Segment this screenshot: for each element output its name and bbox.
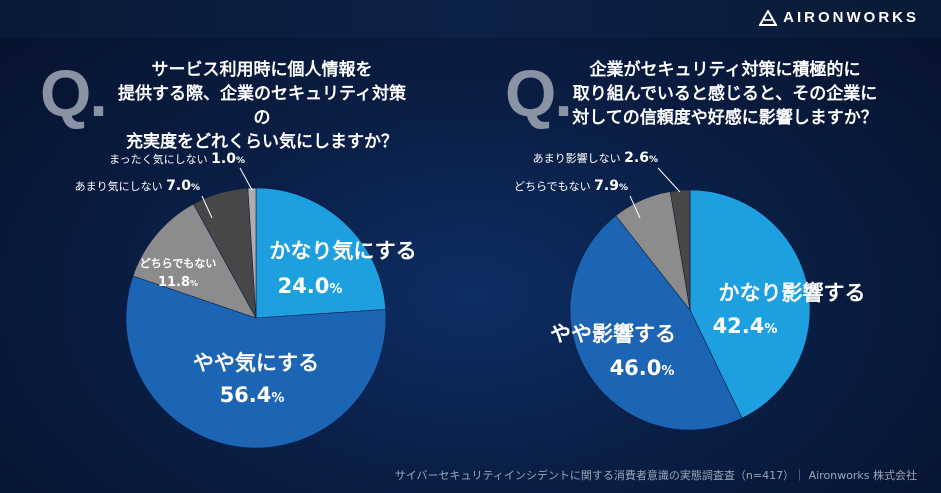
pie-slice-1 [689,189,811,419]
top-bar: AIRONWORKS [0,0,941,38]
question-line: 取り組んでいると感じると、その企業に [572,84,878,104]
slice-category-label: やや影響する [550,322,676,346]
slice-outside-label: あまり気にしない 7.0% [75,178,200,194]
slice-outside-label: どちらでもない 7.9% [514,178,628,194]
footer-note: サイバーセキュリティインシデントに関する消費者意識の実態調査査（n=417）｜ … [394,469,917,482]
slice-outside-label: まったく気にしない 1.0% [109,151,245,167]
slice-outside-label: あまり影響しない 2.6% [533,150,658,166]
pie-slice-3 [132,203,257,319]
pie-chart-left: かなり気にする 24.0% やや気にする 56.4% どちらでもない 11.8% あまり気に… [75,151,417,449]
slice-category-label: どちらでもない [140,257,217,270]
triangle-logo-icon [759,9,778,26]
q-mark-left: Q. [40,56,108,130]
question-line: サービス利用時に個人情報を [151,60,373,80]
pie-slice-1 [255,187,387,319]
pie-slice-5 [247,187,257,319]
question-right: 企業がセキュリティ対策に積極的に 取り組んでいると感じると、その企業に 対しての… [570,58,880,130]
pie-slice-2 [569,215,743,431]
slice-category-label: かなり気にする [269,239,416,263]
slice-category-label: やや気にする [193,351,319,375]
leader-line [239,167,253,191]
q-mark-right: Q. [505,56,573,130]
slice-value-label: 46.0% [610,356,675,380]
leader-line [657,167,681,193]
brand-name: AIRONWORKS [783,9,919,26]
slice-value-label: 56.4% [220,383,285,407]
question-line: 企業がセキュリティ対策に積極的に [589,60,861,80]
leader-line [629,195,641,219]
question-line: 充実度をどれくらい気にしますか？ [126,132,398,152]
pie-slice-2 [125,275,387,449]
leader-line [201,195,213,219]
pie-chart-right: かなり影響する 42.4% やや影響する 46.0% どちらでもない 7.9% あまり影響… [514,150,866,431]
slice-value-label: 24.0% [278,274,343,298]
question-left: サービス利用時に個人情報を 提供する際、企業のセキュリティ対策の 充実度をどれく… [112,58,412,154]
slice-value-label: 11.8% [158,275,198,290]
slice-value-label: 42.4% [713,314,778,338]
question-line: 提供する際、企業のセキュリティ対策の [118,84,406,128]
brand-logo: AIRONWORKS [759,9,919,26]
slice-category-label: かなり影響する [719,281,866,305]
pie-slice-4 [669,189,691,311]
question-line: 対しての信頼度や好感に影響しますか？ [572,108,878,128]
